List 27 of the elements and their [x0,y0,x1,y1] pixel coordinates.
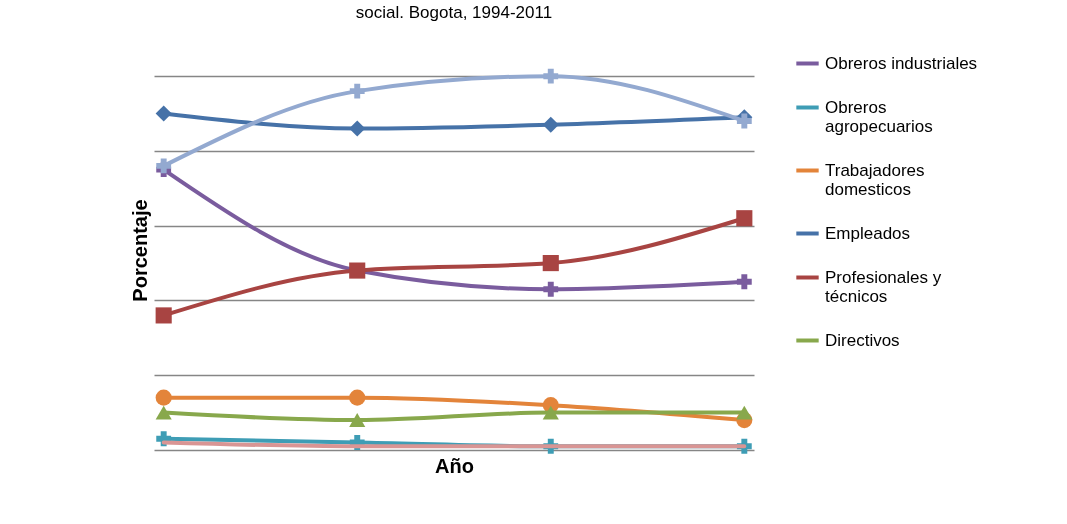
legend-label: Empleados [825,223,911,243]
point [349,120,366,137]
point [349,413,366,428]
point [736,210,753,227]
y-axis-title: Porcentaje [128,199,151,302]
point [542,405,559,420]
point [736,274,752,290]
point [155,389,172,406]
point [155,307,172,324]
x-axis-title: Año [435,454,474,477]
point [736,113,752,129]
point [543,68,559,84]
legend-label: Directivos [825,330,900,350]
point [542,116,559,133]
legend-label: Profesionales y técnicos [825,267,942,306]
point [156,158,172,174]
point [155,405,172,420]
point [736,405,753,420]
point [543,281,559,297]
chart-title: social. Bogota, 1994-2011 [355,3,553,22]
point [542,255,559,272]
legend-label: Obreros agropecuarios [825,97,933,136]
point [155,105,172,122]
point [349,389,366,406]
legend-label: Trabajadores domesticos [825,160,925,199]
legend-label: Obreros industriales [825,53,978,73]
point [349,83,365,99]
